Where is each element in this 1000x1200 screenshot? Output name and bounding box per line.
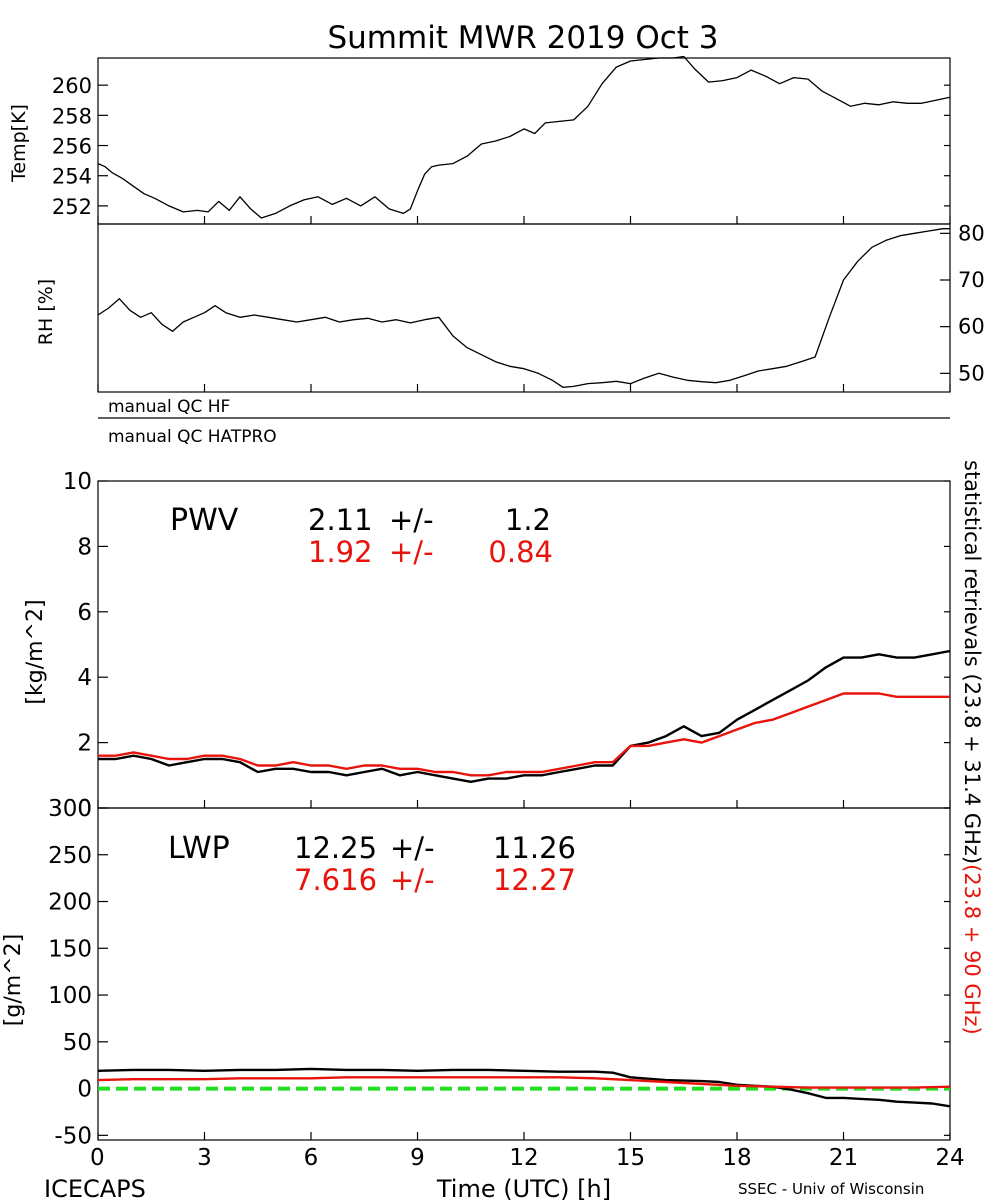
pwv-red-mean: 1.92 [308,535,373,569]
qc-hatpro-label: manual QC HATPRO [108,427,277,447]
pwv-ylabel: [kg/m^2] [23,599,48,704]
pwv-red-sd: 0.84 [488,535,553,569]
lwp-red-sd: 12.27 [493,863,576,897]
rh-ytick-label: 50 [958,361,985,385]
lwp-xtick-label: 15 [616,1145,645,1171]
x-axis-label: Time (UTC) [h] [436,1175,611,1200]
lwp-xtick-label: 24 [935,1145,964,1171]
pwv-series-black [98,649,951,783]
retrieval-side-label: statistical retrievals (23.8 + 31.4 GHz)… [960,460,984,1035]
rh-ylabel: RH [%] [35,279,57,345]
series-layer [97,55,951,1108]
temp-ytick-label: 260 [52,74,92,98]
lwp-ytick-label: 300 [48,796,92,822]
lwp-ytick-label: -50 [54,1123,92,1149]
qc-hf-label: manual QC HF [108,397,230,417]
ticks-layer: 252254256258260506070800246810-500501001… [48,74,985,1171]
pwv-ytick-label: 0 [77,796,92,822]
footer-icecaps: ICECAPS [44,1175,146,1200]
lwp-series-black [97,1067,951,1108]
lwp-ytick-label: 200 [48,890,92,916]
temp-ytick-label: 258 [52,104,92,128]
temp-ytick-label: 254 [52,165,92,189]
temp-plot-frame [97,57,951,225]
chart-title: Summit MWR 2019 Oct 3 [327,20,718,56]
pwv-black-mean: 2.11 [308,503,373,537]
pwv-ytick-label: 4 [77,665,92,691]
footer-ssec: SSEC - Univ of Wisconsin [738,1180,924,1198]
side-label-black: statistical retrievals (23.8 + 31.4 GHz) [960,460,984,864]
rh-ytick-label: 80 [958,221,985,245]
temp-series-black [97,55,951,219]
lwp-ytick-label: 100 [48,983,92,1009]
pwv-black-pm: +/- [389,503,434,537]
lwp-xtick-label: 3 [197,1145,212,1171]
lwp-red-mean: 7.616 [294,863,377,897]
lwp-xtick-label: 12 [509,1145,538,1171]
lwp-ytick-label: 0 [77,1077,92,1103]
lwp-xtick-label: 0 [90,1145,105,1171]
lwp-black-sd: 11.26 [493,831,576,865]
rh-ytick-label: 70 [958,268,985,292]
lwp-xtick-label: 6 [304,1145,319,1171]
pwv-black-sd: 1.2 [505,503,551,537]
rh-ytick-label: 60 [958,315,985,339]
pwv-ytick-label: 10 [63,469,92,495]
pwv-stats-label: PWV [170,503,239,538]
lwp-series-red [97,1076,951,1089]
pwv-ytick-label: 8 [77,534,92,560]
lwp-xtick-label: 9 [410,1145,425,1171]
lwp-ytick-label: 50 [63,1030,92,1056]
side-label-red: (23.8 + 90 GHz) [960,864,984,1035]
pwv-red-pm: +/- [389,535,434,569]
lwp-ytick-label: 150 [48,936,92,962]
temp-ytick-label: 256 [52,135,92,159]
temp-ytick-label: 252 [52,195,92,219]
rh-series-black [97,228,950,388]
lwp-xtick-label: 18 [722,1145,751,1171]
pwv-ytick-label: 6 [77,600,92,626]
lwp-ylabel: [g/m^2] [1,934,26,1026]
lwp-xtick-label: 21 [829,1145,858,1171]
lwp-ytick-label: 250 [48,843,92,869]
temp-ylabel: Temp[K] [8,104,30,183]
lwp-red-pm: +/- [390,863,435,897]
lwp-stats-label: LWP [168,831,230,866]
pwv-ytick-label: 2 [77,731,92,757]
pwv-series-red [98,692,950,777]
rh-plot-frame [97,223,951,393]
lwp-black-mean: 12.25 [294,831,377,865]
lwp-black-pm: +/- [390,831,435,865]
